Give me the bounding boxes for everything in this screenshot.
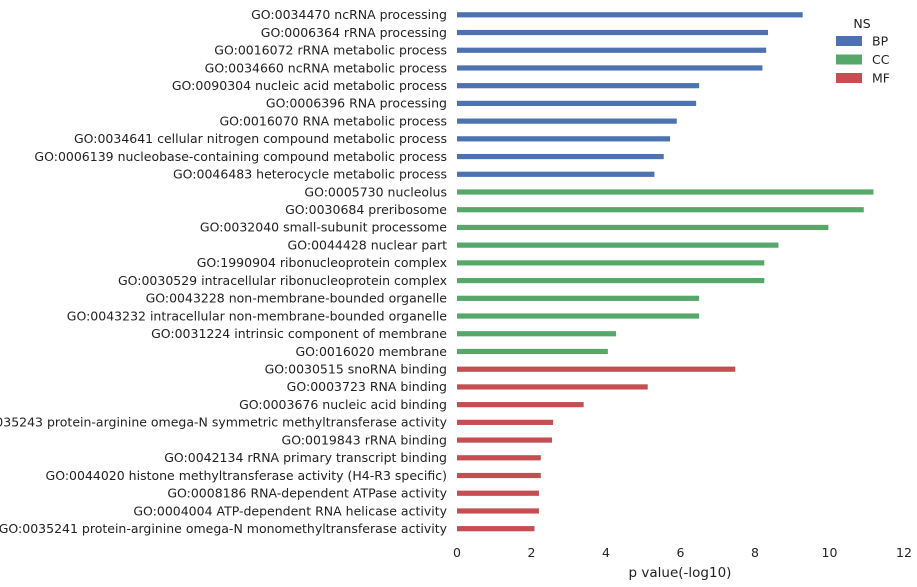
category-label-26: GO:0044020 histone methyltransferase act… xyxy=(46,468,447,483)
bar-19 xyxy=(457,348,608,355)
bar-26 xyxy=(457,472,541,479)
legend-title: NS xyxy=(853,16,870,31)
category-label-16: GO:0043228 non-membrane-bounded organell… xyxy=(146,291,448,306)
bar-25 xyxy=(457,455,541,461)
legend-swatch-mf xyxy=(836,73,862,83)
bar-9 xyxy=(457,171,655,177)
bar-23 xyxy=(457,419,554,425)
category-label-13: GO:0044428 nuclear part xyxy=(288,237,448,252)
bar-27 xyxy=(457,490,539,496)
bar-10 xyxy=(457,189,874,195)
bar-21 xyxy=(457,384,648,390)
category-label-10: GO:0005730 nucleolus xyxy=(304,184,447,199)
category-label-2: GO:0016072 rRNA metabolic process xyxy=(214,43,447,58)
category-label-12: GO:0032040 small-subunit processome xyxy=(200,220,447,235)
bar-29 xyxy=(457,526,535,532)
x-tick-label-0: 0 xyxy=(453,545,461,560)
bar-3 xyxy=(457,65,763,71)
category-label-9: GO:0046483 heterocycle metabolic process xyxy=(173,167,447,182)
category-label-18: GO:0031224 intrinsic component of membra… xyxy=(151,326,447,341)
bar-2 xyxy=(457,47,767,53)
bar-11 xyxy=(457,207,864,213)
category-label-0: GO:0034470 ncRNA processing xyxy=(251,7,447,22)
legend-label-cc: CC xyxy=(872,52,890,67)
category-label-5: GO:0006396 RNA processing xyxy=(266,96,447,111)
x-tick-label-3: 6 xyxy=(677,545,685,560)
category-label-19: GO:0016020 membrane xyxy=(295,344,447,359)
category-label-23: GO:0035243 protein-arginine omega-N symm… xyxy=(0,415,448,430)
category-label-4: GO:0090304 nucleic acid metabolic proces… xyxy=(172,78,447,93)
legend-swatch-cc xyxy=(836,54,862,65)
bar-4 xyxy=(457,83,700,89)
bar-14 xyxy=(457,260,765,266)
bar-18 xyxy=(457,331,617,337)
bar-13 xyxy=(457,242,779,248)
category-label-24: GO:0019843 rRNA binding xyxy=(282,432,447,447)
bar-8 xyxy=(457,153,664,160)
category-label-29: GO:0035241 protein-arginine omega-N mono… xyxy=(0,521,448,536)
bar-7 xyxy=(457,136,671,142)
legend-label-mf: MF xyxy=(872,71,890,86)
bar-24 xyxy=(457,437,552,443)
category-label-6: GO:0016070 RNA metabolic process xyxy=(219,113,447,128)
bar-5 xyxy=(457,100,697,106)
x-axis-label: p value(-log10) xyxy=(629,565,732,581)
category-labels-group: GO:0034470 ncRNA processing GO:0006364 rR… xyxy=(0,7,448,536)
category-label-15: GO:0030529 intracellular ribonucleoprote… xyxy=(118,273,447,288)
category-label-3: GO:0034660 ncRNA metabolic process xyxy=(205,60,447,75)
bar-6 xyxy=(457,118,677,124)
legend-label-bp: BP xyxy=(872,34,889,49)
category-label-28: GO:0004004 ATP-dependent RNA helicase ac… xyxy=(133,503,447,518)
bar-1 xyxy=(457,29,769,36)
category-label-20: GO:0030515 snoRNA binding xyxy=(265,362,447,377)
category-label-21: GO:0003723 RNA binding xyxy=(287,379,447,394)
bar-28 xyxy=(457,508,539,514)
bars-group xyxy=(457,12,874,532)
category-label-8: GO:0006139 nucleobase-containing compoun… xyxy=(34,149,447,164)
x-tick-label-1: 2 xyxy=(528,545,536,560)
bar-12 xyxy=(457,224,829,231)
legend-entries-group: BP CC MF xyxy=(836,34,890,86)
category-label-1: GO:0006364 rRNA processing xyxy=(261,25,447,40)
category-label-17: GO:0043232 intracellular non-membrane-bo… xyxy=(67,308,448,323)
x-tick-label-4: 8 xyxy=(751,545,759,560)
x-tick-label-2: 4 xyxy=(602,545,610,560)
category-label-25: GO:0042134 rRNA primary transcript bindi… xyxy=(164,450,447,465)
legend-swatch-bp xyxy=(836,36,862,46)
category-label-22: GO:0003676 nucleic acid binding xyxy=(239,397,447,412)
legend: NS BP CC MF xyxy=(836,16,890,86)
category-label-14: GO:1990904 ribonucleoprotein complex xyxy=(197,255,447,270)
bar-15 xyxy=(457,278,765,284)
bar-22 xyxy=(457,402,584,408)
bar-17 xyxy=(457,313,700,319)
x-tick-label-5: 10 xyxy=(822,545,838,560)
category-label-7: GO:0034641 cellular nitrogen compound me… xyxy=(74,131,447,146)
category-label-11: GO:0030684 preribosome xyxy=(285,202,447,217)
bar-16 xyxy=(457,295,700,301)
x-tick-label-6: 12 xyxy=(896,545,912,560)
bar-20 xyxy=(457,366,736,372)
category-label-27: GO:0008186 RNA-dependent ATPase activity xyxy=(167,486,447,501)
bar-0 xyxy=(457,12,803,18)
x-tick-labels-group: 0 2 4 6 8 10 12 xyxy=(453,545,912,560)
